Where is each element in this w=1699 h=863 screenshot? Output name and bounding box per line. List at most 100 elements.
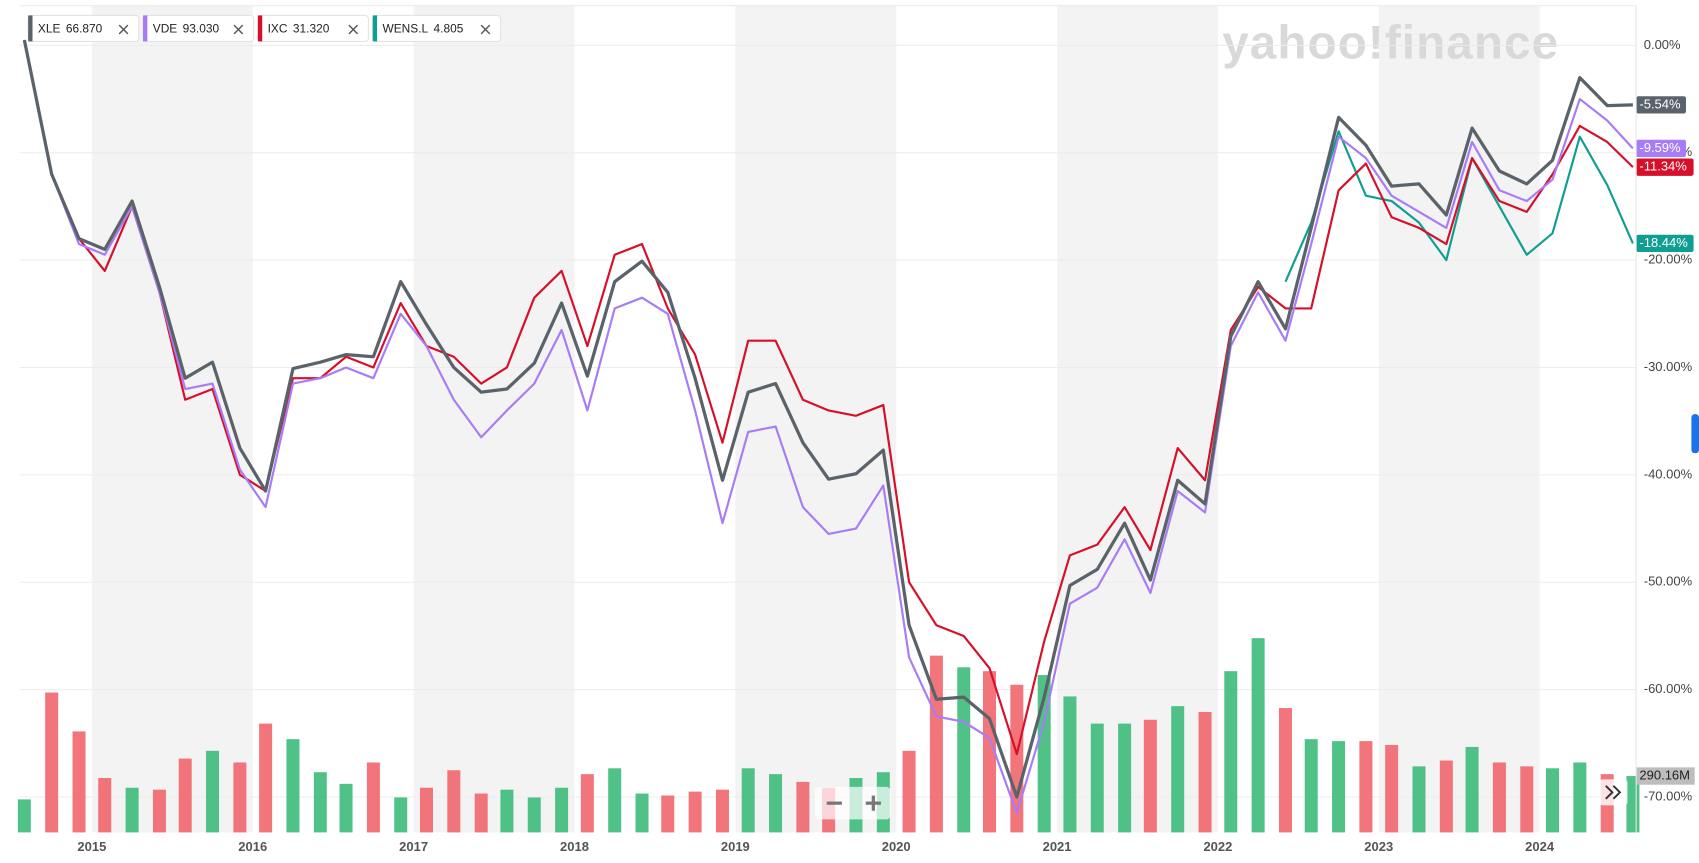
volume-bar bbox=[1546, 768, 1560, 833]
volume-bar bbox=[1573, 762, 1587, 833]
volume-bar bbox=[1332, 741, 1346, 833]
x-tick-label: 2018 bbox=[560, 839, 589, 854]
end-badge bbox=[1636, 234, 1694, 253]
volume-bar bbox=[982, 671, 996, 833]
volume-bar bbox=[1492, 762, 1506, 833]
volume-bar bbox=[1359, 741, 1373, 833]
close-icon[interactable] bbox=[233, 24, 244, 35]
legend-quote: 4.805 bbox=[434, 22, 464, 36]
volume-bar bbox=[1063, 696, 1077, 833]
x-tick-label: 2020 bbox=[882, 839, 911, 854]
volume-bar bbox=[929, 655, 943, 833]
volume-bar bbox=[715, 789, 729, 833]
volume-bar bbox=[233, 762, 247, 833]
x-tick-label: 2019 bbox=[721, 839, 750, 854]
volume-bar bbox=[394, 797, 408, 833]
chip-color bbox=[372, 15, 378, 42]
volume-bar bbox=[45, 692, 59, 833]
side-tab[interactable] bbox=[1691, 414, 1699, 454]
legend-name: IXC bbox=[268, 22, 288, 36]
volume-bar bbox=[902, 750, 916, 833]
x-tick-label: 2015 bbox=[77, 839, 106, 854]
volume-bar bbox=[178, 758, 192, 833]
volume-bar bbox=[259, 723, 273, 833]
year-band bbox=[1378, 5, 1540, 833]
volume-badge bbox=[1636, 767, 1695, 785]
year-band bbox=[413, 5, 575, 833]
volume-bar bbox=[635, 793, 649, 833]
chip-color bbox=[28, 15, 33, 42]
end-label: -5.54% bbox=[1639, 96, 1681, 111]
end-badge bbox=[1636, 96, 1686, 114]
volume-bar bbox=[1520, 766, 1534, 833]
legend-name: WENS.L bbox=[382, 22, 428, 36]
volume-label: 290.16M bbox=[1639, 767, 1690, 782]
legend-chip[interactable]: WENS.L 4.805 bbox=[372, 14, 502, 42]
legend-quote: 93.030 bbox=[183, 22, 220, 36]
legend-chip[interactable]: VDE 93.030 bbox=[142, 14, 255, 42]
zoom-box bbox=[814, 786, 891, 820]
volume-bar bbox=[741, 768, 755, 833]
volume-bar bbox=[17, 799, 31, 833]
y-tick-label: -40.00% bbox=[1644, 466, 1693, 481]
legend-quote: 31.320 bbox=[293, 22, 330, 36]
legend-quote: 66.870 bbox=[66, 22, 103, 36]
volume-bar bbox=[688, 791, 702, 833]
y-tick-label: -50.00% bbox=[1644, 574, 1693, 589]
series-line bbox=[1284, 130, 1634, 283]
chip-color bbox=[143, 15, 148, 42]
volume-bar bbox=[1304, 739, 1318, 833]
y-tick-label: -70.00% bbox=[1644, 788, 1693, 803]
year-band bbox=[91, 5, 253, 833]
volume-bar bbox=[1090, 723, 1104, 833]
background bbox=[91, 5, 1540, 833]
volume-bar bbox=[796, 781, 810, 833]
y-tick-label: -60.00% bbox=[1644, 681, 1693, 696]
expand-button[interactable] bbox=[1599, 779, 1628, 806]
legend-chip[interactable]: IXC 31.320 bbox=[257, 14, 369, 42]
volume-bar bbox=[286, 739, 300, 833]
close-icon[interactable] bbox=[480, 24, 491, 35]
volume-bar bbox=[366, 762, 380, 833]
year-band bbox=[1057, 5, 1218, 833]
y-tick-label: -20.00% bbox=[1644, 252, 1693, 267]
x-tick-label: 2016 bbox=[238, 839, 267, 854]
legend-chip[interactable]: XLE 66.870 bbox=[27, 14, 140, 42]
x-tick-label: 2022 bbox=[1203, 839, 1232, 854]
series-line bbox=[22, 39, 1633, 799]
series-line bbox=[23, 39, 1634, 815]
series-line bbox=[23, 39, 1634, 756]
end-label: -11.34% bbox=[1639, 159, 1687, 174]
end-badge bbox=[1636, 158, 1694, 176]
plot: 2015 2016 2017 2018 2019 2020 2021 2022 2023 2024… bbox=[17, 37, 1695, 854]
volume-bar bbox=[1412, 766, 1426, 833]
x-tick-label: 2017 bbox=[399, 839, 428, 854]
volume-bar bbox=[580, 774, 594, 833]
volume-bar bbox=[1198, 711, 1212, 833]
y-tick-label: -30.00% bbox=[1644, 359, 1693, 374]
volume-bar bbox=[1278, 708, 1292, 833]
volume-bar bbox=[72, 731, 86, 833]
close-icon[interactable] bbox=[118, 24, 129, 35]
volume-bar bbox=[608, 768, 622, 833]
volume-bar bbox=[527, 797, 541, 833]
volume-bar bbox=[500, 789, 514, 833]
expand-icon bbox=[1605, 785, 1622, 800]
watermark: yahoo!finance bbox=[1222, 16, 1558, 69]
volume-bar bbox=[1439, 760, 1453, 833]
close-icon[interactable] bbox=[348, 24, 359, 35]
volume-bar bbox=[474, 793, 488, 833]
volume-bar bbox=[1143, 719, 1157, 833]
volume-bar bbox=[419, 787, 433, 833]
volume-bar bbox=[1251, 638, 1265, 833]
zoom-controls[interactable] bbox=[814, 786, 891, 820]
volume-bar bbox=[1465, 746, 1479, 833]
volume-bar bbox=[1010, 684, 1024, 833]
volume-bar bbox=[1171, 706, 1185, 833]
volume-bar bbox=[339, 783, 353, 833]
volume-bar bbox=[661, 795, 675, 833]
volume-bar bbox=[447, 770, 461, 833]
volume-bar bbox=[1385, 744, 1399, 833]
legend-name: XLE bbox=[38, 22, 61, 36]
